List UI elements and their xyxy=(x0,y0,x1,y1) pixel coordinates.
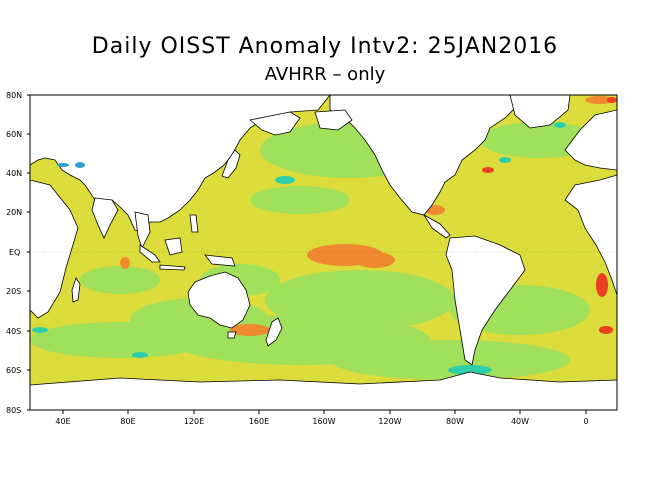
lat-labels: 80N 60N 40N 20N EQ 20S 40S 60S 80S xyxy=(6,91,22,415)
borneo-land xyxy=(164,237,183,256)
inland-lakes xyxy=(57,162,85,168)
lat-label-40s: 40S xyxy=(6,327,21,336)
lon-label-160w: 160W xyxy=(312,417,335,426)
eurasia-land xyxy=(30,95,331,233)
lon-label-80e: 80E xyxy=(120,417,135,426)
lon-label-80w: 80W xyxy=(446,417,464,426)
java-land xyxy=(159,264,186,271)
europe-land xyxy=(564,109,617,171)
ocean-field xyxy=(30,95,617,410)
lon-label-120e: 120E xyxy=(184,417,204,426)
hot-anomaly-spots xyxy=(482,97,617,334)
south-america-land xyxy=(445,235,526,366)
lat-label-60s: 60S xyxy=(6,366,21,375)
antarctica-land xyxy=(30,371,617,410)
map-title: Daily OISST Anomaly Intv2: 25JAN2016 xyxy=(91,34,559,59)
new-guinea-land xyxy=(204,254,236,267)
lon-label-160e: 160E xyxy=(249,417,269,426)
north-america-land xyxy=(329,95,516,216)
australia-land xyxy=(187,271,251,329)
tasmania-land xyxy=(227,331,237,339)
india-land xyxy=(91,197,119,239)
sumatra-land xyxy=(139,244,161,263)
central-america-land xyxy=(422,213,451,239)
lat-label-eq: EQ xyxy=(9,248,20,257)
madagascar-land xyxy=(71,277,81,303)
lon-label-40e: 40E xyxy=(55,417,70,426)
lat-ticks xyxy=(27,94,30,411)
map-subtitle: AVHRR – only xyxy=(264,64,386,85)
lon-label-120w: 120W xyxy=(378,417,401,426)
alaska-land xyxy=(314,109,353,131)
west-africa-land xyxy=(564,174,617,296)
lon-ticks xyxy=(62,410,587,414)
africa-land xyxy=(30,179,79,319)
lat-label-60n: 60N xyxy=(6,130,22,139)
japan-land xyxy=(221,149,241,179)
lon-label-40w: 40W xyxy=(511,417,529,426)
new-zealand-land xyxy=(265,317,283,347)
lat-label-80n: 80N xyxy=(6,91,22,100)
landmasses xyxy=(30,95,617,410)
indochina-land xyxy=(134,211,151,250)
lat-label-20n: 20N xyxy=(6,208,22,217)
lon-labels: 40E 80E 120E 160E 160W 120W 80W 40W 0 xyxy=(55,417,588,426)
lon-label-0: 0 xyxy=(583,417,588,426)
cold-anomaly-spots xyxy=(32,122,566,375)
greenland-land xyxy=(509,95,571,129)
northeast-asia-land xyxy=(249,111,301,136)
lat-label-20s: 20S xyxy=(6,287,21,296)
lat-label-80s: 80S xyxy=(6,406,21,415)
lat-label-40n: 40N xyxy=(6,169,22,178)
philippines-land xyxy=(189,214,199,233)
cool-anomaly-regions xyxy=(30,122,600,380)
